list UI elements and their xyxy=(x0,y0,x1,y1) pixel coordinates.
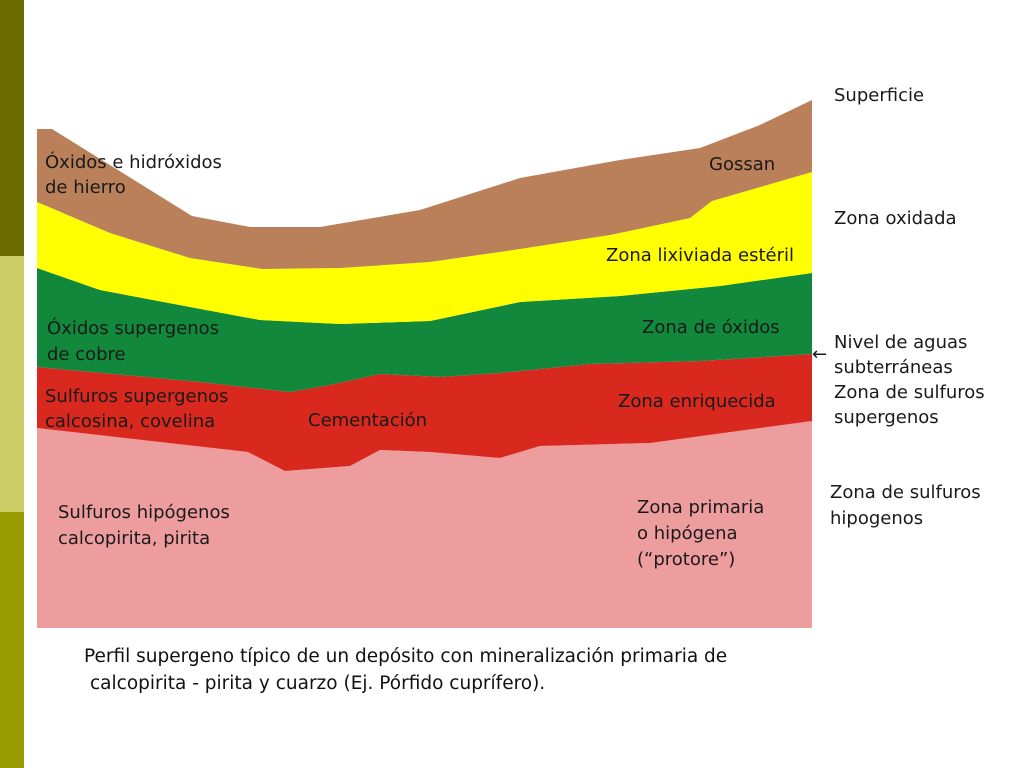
supergene-sulfides-label-2: supergenos xyxy=(834,407,939,428)
oxides-right-label: Zona de óxidos xyxy=(642,317,780,338)
enriched-right-label: Zona enriquecida xyxy=(618,391,776,412)
gossan-left-label-2: de hierro xyxy=(45,177,126,198)
enriched-left-label-2: calcosina, covelina xyxy=(45,411,215,432)
supergene-sulfides-label-1: Zona de sulfuros xyxy=(834,382,985,403)
side-bar-dark-segment xyxy=(0,0,24,256)
side-bar-olive-segment xyxy=(0,512,24,768)
oxides-zone-layer xyxy=(37,268,812,392)
primary-left-label-2: calcopirita, pirita xyxy=(58,528,210,549)
primary-right-label-1: Zona primaria xyxy=(637,497,764,518)
caption-line-2: calcopirita - pirita y cuarzo (Ej. Pórfi… xyxy=(90,673,546,694)
primary-right-label-3: (“protore”) xyxy=(637,549,735,570)
water-table-label-1: Nivel de aguas xyxy=(834,332,967,353)
caption-line-1: Perfil supergeno típico de un depósito c… xyxy=(84,646,728,667)
side-bar-light-segment xyxy=(0,256,24,512)
hypogene-sulfides-label-1: Zona de sulfuros xyxy=(830,482,981,503)
primary-right-label-2: o hipógena xyxy=(637,523,738,544)
figure-caption: Perfil supergeno típico de un depósito c… xyxy=(84,643,844,697)
surface-label: Superficie xyxy=(834,85,924,106)
hypogene-sulfides-label-2: hipogenos xyxy=(830,508,923,529)
oxidized-zone-label: Zona oxidada xyxy=(834,208,957,229)
primary-left-label-1: Sulfuros hipógenos xyxy=(58,502,230,523)
enriched-left-label-1: Sulfuros supergenos xyxy=(45,386,228,407)
oxides-left-label-1: Óxidos supergenos xyxy=(47,317,219,339)
leached-zone-label: Zona lixiviada estéril xyxy=(606,245,794,266)
enriched-zone-layer xyxy=(37,354,812,471)
leached-zone-layer xyxy=(37,172,812,324)
gossan-left-label-1: Óxidos e hidróxidos xyxy=(45,151,222,173)
gossan-layer xyxy=(37,100,812,269)
water-table-arrow: ← xyxy=(812,344,827,365)
cementation-label: Cementación xyxy=(308,410,427,431)
slide-side-bar xyxy=(0,0,24,768)
water-table-label-2: subterráneas xyxy=(834,357,953,378)
primary-zone-layer xyxy=(37,421,812,628)
oxides-left-label-2: de cobre xyxy=(47,344,126,365)
gossan-right-label: Gossan xyxy=(709,154,775,175)
